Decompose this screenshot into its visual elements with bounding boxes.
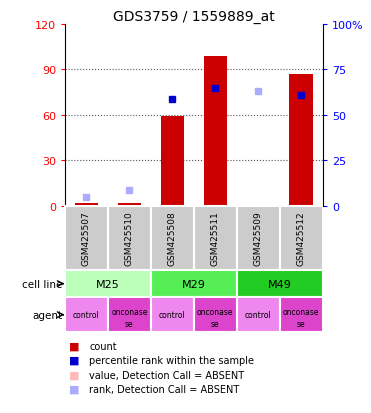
Text: count: count [89, 341, 116, 351]
Bar [280, 206, 323, 271]
Bar [151, 271, 237, 297]
Text: M49: M49 [268, 279, 292, 289]
Bar [151, 297, 194, 332]
Bar [151, 206, 194, 271]
Text: M25: M25 [96, 279, 120, 289]
Text: onconase: onconase [197, 307, 234, 316]
Bar [108, 206, 151, 271]
Text: control: control [73, 311, 100, 319]
Text: ■: ■ [69, 341, 79, 351]
Text: ■: ■ [69, 370, 79, 380]
Bar [289, 75, 313, 206]
Text: value, Detection Call = ABSENT: value, Detection Call = ABSENT [89, 370, 244, 380]
Text: control: control [245, 311, 272, 319]
Bar [118, 204, 141, 206]
Text: onconase: onconase [283, 307, 319, 316]
Text: cell line: cell line [22, 279, 63, 289]
Bar [280, 297, 323, 332]
Bar [194, 297, 237, 332]
Text: se: se [125, 319, 134, 328]
Bar [108, 297, 151, 332]
Text: control: control [159, 311, 186, 319]
Text: onconase: onconase [111, 307, 148, 316]
Bar [75, 204, 98, 206]
Bar [237, 206, 280, 271]
Bar [237, 271, 323, 297]
Bar [65, 206, 108, 271]
Text: se: se [297, 319, 306, 328]
Text: GSM425507: GSM425507 [82, 211, 91, 266]
Bar [237, 297, 280, 332]
Bar [65, 297, 108, 332]
Text: GSM425508: GSM425508 [168, 211, 177, 266]
Text: ■: ■ [69, 355, 79, 365]
Bar [65, 271, 151, 297]
Bar [194, 206, 237, 271]
Text: agent: agent [33, 310, 63, 320]
Text: GSM425512: GSM425512 [297, 211, 306, 266]
Text: rank, Detection Call = ABSENT: rank, Detection Call = ABSENT [89, 384, 239, 394]
Text: se: se [211, 319, 220, 328]
Text: ■: ■ [69, 384, 79, 394]
Text: M29: M29 [182, 279, 206, 289]
Text: GSM425509: GSM425509 [254, 211, 263, 266]
Bar [204, 57, 227, 206]
Bar [161, 117, 184, 206]
Title: GDS3759 / 1559889_at: GDS3759 / 1559889_at [113, 10, 275, 24]
Text: GSM425511: GSM425511 [211, 211, 220, 266]
Text: percentile rank within the sample: percentile rank within the sample [89, 355, 254, 365]
Text: GSM425510: GSM425510 [125, 211, 134, 266]
